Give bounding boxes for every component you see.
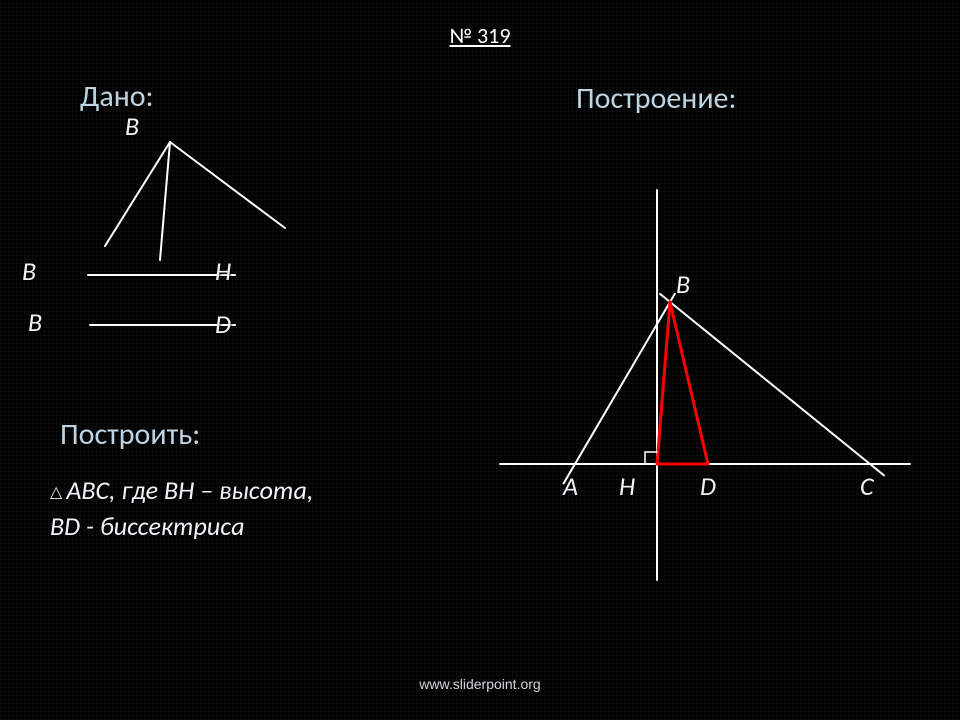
given-label-H: H [215, 255, 231, 287]
build-line-1: ABC, где BH – высота, [66, 474, 313, 506]
given-diagram [40, 110, 300, 350]
build-line-2: BD - биссектриса [50, 510, 244, 542]
cons-label-A: A [563, 470, 578, 502]
cons-label-B: B [676, 268, 690, 300]
given-label-B-bd: B [28, 306, 42, 338]
heading-build: Построить: [60, 416, 200, 453]
construction-diagram [490, 190, 930, 610]
heading-construction: Построение: [576, 80, 737, 117]
cons-label-C: C [860, 470, 874, 502]
triangle-symbol: △ [50, 483, 62, 502]
cons-label-D: D [700, 470, 716, 502]
footer-url: www.sliderpoint.org [419, 676, 540, 692]
problem-number: № 319 [450, 22, 511, 49]
cons-label-H: H [619, 470, 635, 502]
given-label-D: D [215, 308, 231, 340]
given-label-B-bh: B [22, 255, 36, 287]
given-label-B-top: B [125, 110, 139, 142]
build-text: △ABC, где BH – высота, BD - биссектриса [50, 472, 313, 545]
